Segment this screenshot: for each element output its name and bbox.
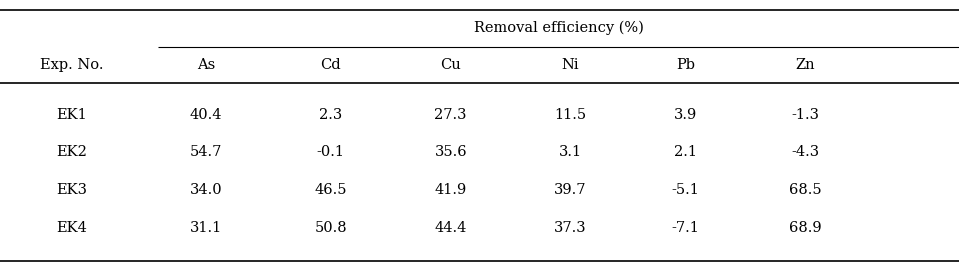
Text: 27.3: 27.3: [434, 108, 467, 122]
Text: Removal efficiency (%): Removal efficiency (%): [474, 21, 643, 35]
Text: 35.6: 35.6: [434, 145, 467, 159]
Text: 31.1: 31.1: [190, 221, 222, 235]
Text: EK4: EK4: [57, 221, 87, 235]
Text: 68.9: 68.9: [789, 221, 822, 235]
Text: Exp. No.: Exp. No.: [40, 58, 104, 72]
Text: -7.1: -7.1: [671, 221, 700, 235]
Text: Pb: Pb: [676, 58, 695, 72]
Text: -0.1: -0.1: [316, 145, 345, 159]
Text: -5.1: -5.1: [671, 183, 700, 197]
Text: 2.3: 2.3: [319, 108, 342, 122]
Text: -1.3: -1.3: [791, 108, 820, 122]
Text: 54.7: 54.7: [190, 145, 222, 159]
Text: Cu: Cu: [440, 58, 461, 72]
Text: Zn: Zn: [796, 58, 815, 72]
Text: 39.7: 39.7: [554, 183, 587, 197]
Text: EK3: EK3: [57, 183, 87, 197]
Text: 68.5: 68.5: [789, 183, 822, 197]
Text: EK2: EK2: [57, 145, 87, 159]
Text: 3.1: 3.1: [559, 145, 582, 159]
Text: 46.5: 46.5: [315, 183, 347, 197]
Text: 2.1: 2.1: [674, 145, 697, 159]
Text: 34.0: 34.0: [190, 183, 222, 197]
Text: EK1: EK1: [57, 108, 87, 122]
Text: 37.3: 37.3: [554, 221, 587, 235]
Text: As: As: [197, 58, 216, 72]
Text: 40.4: 40.4: [190, 108, 222, 122]
Text: 50.8: 50.8: [315, 221, 347, 235]
Text: Ni: Ni: [562, 58, 579, 72]
Text: Cd: Cd: [320, 58, 341, 72]
Text: 3.9: 3.9: [674, 108, 697, 122]
Text: 41.9: 41.9: [434, 183, 467, 197]
Text: 44.4: 44.4: [434, 221, 467, 235]
Text: 11.5: 11.5: [554, 108, 587, 122]
Text: -4.3: -4.3: [791, 145, 820, 159]
